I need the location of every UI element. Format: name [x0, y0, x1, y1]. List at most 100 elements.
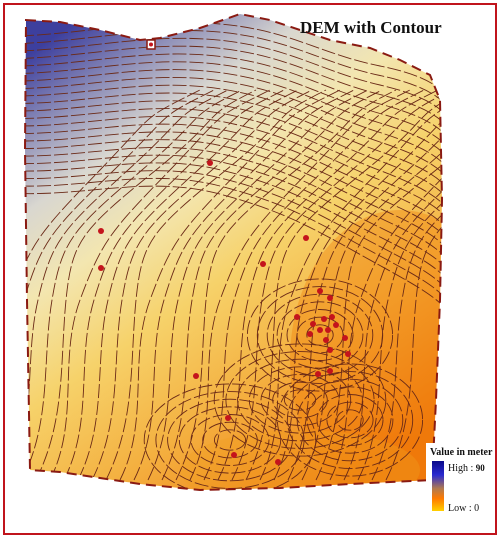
sample-point [315, 371, 321, 377]
sample-point [345, 351, 351, 357]
sample-point [294, 314, 300, 320]
lowland-tint [180, 210, 442, 490]
contour-line [245, 89, 442, 481]
legend: Value in meter High : 90 Low : 0 [426, 443, 492, 521]
contour-line [371, 89, 442, 481]
sample-point [329, 314, 335, 320]
contour-ring [276, 301, 364, 369]
contour-line [25, 84, 442, 201]
sample-point [207, 160, 213, 166]
contour-ring [190, 414, 270, 466]
contour-ring [213, 429, 247, 451]
contour-ring [167, 398, 293, 482]
contour-ring [256, 286, 384, 384]
contour-line [231, 89, 442, 481]
contour-line [25, 89, 201, 481]
contour-line [49, 89, 271, 481]
legend-color-ramp [432, 461, 444, 511]
contour-line [25, 139, 442, 274]
contour-line [273, 89, 442, 481]
sample-point [325, 327, 331, 333]
contour-ring [306, 386, 394, 454]
contour-ring [248, 366, 352, 434]
sample-point [327, 295, 333, 301]
contour-ring [213, 343, 387, 457]
legend-low-value: 0 [474, 503, 480, 514]
sample-point [321, 316, 327, 322]
contour-line [25, 177, 442, 327]
contour-line [329, 89, 442, 481]
contour-ring [326, 401, 374, 439]
contour-ring [237, 358, 363, 442]
sample-point [317, 327, 323, 333]
contour-ring [286, 309, 354, 361]
contour-line [105, 89, 327, 481]
contour-line [25, 37, 442, 138]
legend-high: High : 90 [448, 463, 485, 474]
contour-line [35, 89, 257, 481]
contour-ring [246, 278, 394, 392]
sample-point [342, 335, 348, 341]
sample-point [225, 415, 231, 421]
contour-ring [286, 371, 414, 469]
sample-point [317, 288, 323, 294]
contour-ring [296, 316, 344, 354]
contour-line [119, 89, 341, 481]
contour-line [25, 69, 442, 180]
sample-point [333, 322, 339, 328]
sample-points [98, 160, 351, 465]
contour-line [287, 89, 442, 481]
contour-ring [225, 351, 375, 449]
sample-point [310, 321, 316, 327]
sample-point [193, 373, 199, 379]
legend-high-value: 90 [475, 463, 485, 473]
contour-line [25, 100, 442, 222]
sample-point [98, 228, 104, 234]
contour-line [25, 77, 442, 190]
contour-line [77, 89, 299, 481]
contour-line [25, 89, 229, 481]
sample-point [327, 347, 333, 353]
contour-line [25, 108, 442, 232]
contour-ring [336, 409, 364, 431]
sample-point [323, 337, 329, 343]
contour-line [189, 89, 411, 481]
map-border [3, 3, 497, 535]
contour-ring [316, 394, 384, 446]
contour-ring [202, 421, 258, 459]
contour-line [385, 89, 442, 481]
sample-point [275, 459, 281, 465]
contour-line [25, 89, 243, 481]
contour-line [25, 89, 215, 481]
legend-low: Low : 0 [448, 503, 480, 514]
contour-line [357, 89, 442, 481]
sample-point [231, 452, 237, 458]
contour-line [133, 89, 355, 481]
contour-line [343, 89, 442, 481]
contour-line [147, 89, 369, 481]
sample-point [98, 265, 104, 271]
contour-ring [178, 406, 282, 474]
location-marker-dot [149, 42, 153, 47]
contour-line [25, 61, 442, 169]
contour-line [25, 131, 442, 264]
contour-line [25, 170, 442, 316]
contour-line [315, 89, 442, 481]
sample-point [303, 235, 309, 241]
sample-point [327, 368, 333, 374]
contour-line [259, 89, 442, 481]
study-area-boundary [23, 12, 444, 492]
contour-line [25, 53, 442, 159]
contour-line [25, 45, 442, 148]
legend-low-label: Low [448, 503, 467, 514]
map-title: DEM with Contour [300, 18, 442, 37]
legend-title: Value in meter [430, 447, 493, 458]
legend-high-label: High [448, 463, 468, 474]
contour-ring [276, 363, 424, 477]
contour-line [91, 89, 313, 481]
contour-line [25, 162, 442, 306]
contour-line [25, 185, 442, 337]
contour-line [63, 89, 285, 481]
contour-ring [260, 374, 340, 426]
